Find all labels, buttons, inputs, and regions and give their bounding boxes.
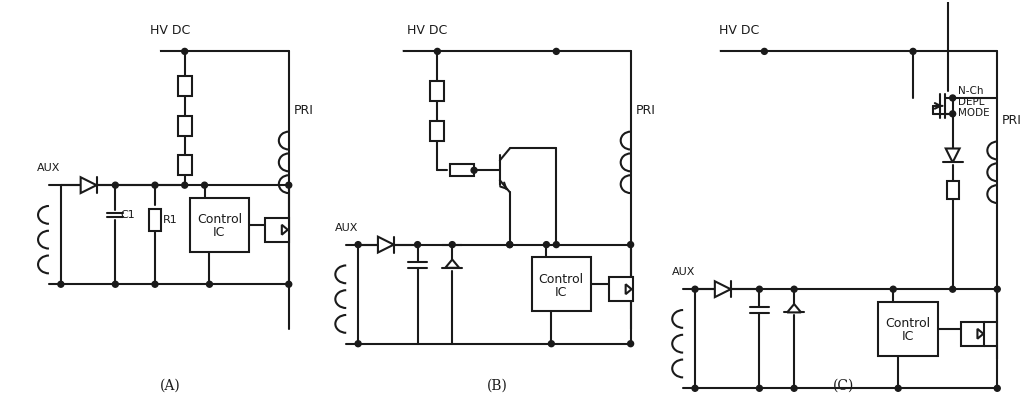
Circle shape xyxy=(757,385,763,391)
Text: C1: C1 xyxy=(120,210,135,220)
Circle shape xyxy=(207,281,212,287)
Circle shape xyxy=(628,341,634,347)
Circle shape xyxy=(910,49,916,54)
Bar xyxy=(178,116,191,136)
Polygon shape xyxy=(946,149,959,162)
Text: PRI: PRI xyxy=(294,104,313,117)
Text: PRI: PRI xyxy=(636,104,655,117)
Text: AUX: AUX xyxy=(672,267,695,277)
Text: HV DC: HV DC xyxy=(150,23,190,36)
Text: Control: Control xyxy=(539,273,584,286)
Circle shape xyxy=(628,242,634,247)
Polygon shape xyxy=(282,225,288,235)
Circle shape xyxy=(549,341,554,347)
Polygon shape xyxy=(787,304,801,312)
Circle shape xyxy=(890,286,896,292)
Circle shape xyxy=(181,182,187,188)
Text: Control: Control xyxy=(197,213,242,226)
Circle shape xyxy=(355,341,361,347)
Circle shape xyxy=(394,47,401,55)
Circle shape xyxy=(949,95,955,101)
Text: HV DC: HV DC xyxy=(720,23,760,36)
Circle shape xyxy=(895,385,901,391)
Circle shape xyxy=(507,242,513,247)
Text: AUX: AUX xyxy=(37,163,60,173)
Circle shape xyxy=(202,182,208,188)
Text: PRI: PRI xyxy=(1002,114,1022,127)
Bar xyxy=(265,218,289,242)
Circle shape xyxy=(949,286,955,292)
Polygon shape xyxy=(378,237,394,253)
Circle shape xyxy=(58,281,63,287)
Bar xyxy=(430,81,444,101)
Circle shape xyxy=(949,111,955,117)
Circle shape xyxy=(286,182,292,188)
Circle shape xyxy=(792,286,797,292)
Polygon shape xyxy=(715,281,731,297)
Circle shape xyxy=(181,49,187,54)
Bar xyxy=(531,257,591,311)
Text: (B): (B) xyxy=(486,378,507,392)
Circle shape xyxy=(994,385,1000,391)
Bar xyxy=(430,121,444,141)
Bar xyxy=(178,76,191,96)
Text: MODE: MODE xyxy=(957,108,989,118)
Circle shape xyxy=(151,47,159,55)
Polygon shape xyxy=(978,329,983,339)
Polygon shape xyxy=(445,260,459,268)
Circle shape xyxy=(762,49,767,54)
Circle shape xyxy=(434,49,440,54)
Circle shape xyxy=(113,281,119,287)
Circle shape xyxy=(692,286,698,292)
Circle shape xyxy=(415,242,421,247)
Text: DEPL: DEPL xyxy=(957,97,984,107)
Bar xyxy=(178,156,191,175)
Circle shape xyxy=(792,385,797,391)
Bar xyxy=(879,302,938,356)
Bar xyxy=(609,277,633,301)
Circle shape xyxy=(757,286,763,292)
Text: HV DC: HV DC xyxy=(408,23,447,36)
Text: IC: IC xyxy=(902,330,914,343)
Circle shape xyxy=(692,385,698,391)
Circle shape xyxy=(711,47,719,55)
Circle shape xyxy=(286,281,292,287)
Bar xyxy=(451,164,474,176)
Circle shape xyxy=(553,242,559,247)
Text: (C): (C) xyxy=(833,378,854,392)
Circle shape xyxy=(544,242,549,247)
Bar xyxy=(150,209,161,231)
Circle shape xyxy=(113,182,119,188)
Bar xyxy=(947,181,958,199)
Circle shape xyxy=(450,242,456,247)
Text: N-Ch: N-Ch xyxy=(957,86,983,96)
Circle shape xyxy=(507,242,513,247)
Circle shape xyxy=(152,281,158,287)
Text: (A): (A) xyxy=(160,378,180,392)
Circle shape xyxy=(553,49,559,54)
Polygon shape xyxy=(626,284,632,294)
Text: IC: IC xyxy=(213,226,225,239)
Circle shape xyxy=(152,182,158,188)
Circle shape xyxy=(471,167,477,173)
Text: R1: R1 xyxy=(163,215,177,225)
Circle shape xyxy=(994,286,1000,292)
Bar xyxy=(189,198,249,252)
Bar xyxy=(961,322,984,346)
Text: IC: IC xyxy=(555,286,567,298)
Text: Control: Control xyxy=(886,318,931,330)
Text: AUX: AUX xyxy=(335,223,358,233)
Circle shape xyxy=(355,242,361,247)
Polygon shape xyxy=(81,177,96,193)
